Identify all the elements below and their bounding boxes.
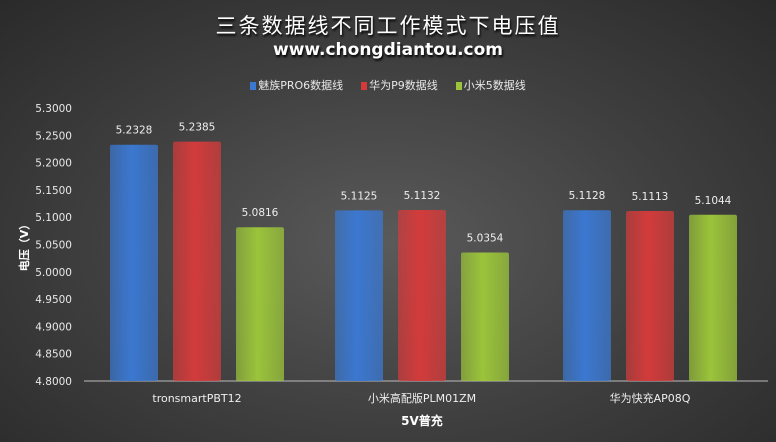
legend-item: 魅族PRO6数据线 <box>250 79 343 92</box>
x-tick-label: 华为快充AP08Q <box>610 391 691 405</box>
bar <box>335 210 383 381</box>
x-axis-title: 5V普充 <box>401 413 443 428</box>
y-tick-label: 5.2000 <box>35 158 72 170</box>
bar <box>626 211 674 381</box>
y-tick-label: 5.0000 <box>35 267 72 279</box>
legend-label: 华为P9数据线 <box>369 79 438 92</box>
data-label: 5.1125 <box>341 190 378 202</box>
bar <box>398 209 446 381</box>
y-tick-label: 5.1500 <box>35 185 72 197</box>
y-axis-title: 电压（V） <box>17 219 31 272</box>
data-label: 5.1113 <box>632 191 669 203</box>
chart-subtitle: www.chongdiantou.com <box>272 40 504 60</box>
legend-item: 华为P9数据线 <box>361 79 438 92</box>
bar <box>461 252 509 381</box>
bar <box>236 227 284 381</box>
data-label: 5.2385 <box>179 122 216 134</box>
y-tick-label: 4.9500 <box>35 294 72 306</box>
bar <box>110 144 158 381</box>
y-tick-label: 4.8500 <box>35 349 72 361</box>
y-tick-label: 5.0500 <box>35 240 72 252</box>
legend-label: 小米5数据线 <box>463 79 526 92</box>
bar <box>563 210 611 381</box>
chart-title: 三条数据线不同工作模式下电压值 <box>215 14 561 38</box>
legend-swatch <box>455 82 462 90</box>
data-label: 5.1044 <box>695 195 732 207</box>
x-tick-label: tronsmartPBT12 <box>152 392 241 405</box>
legend-item: 小米5数据线 <box>455 79 526 92</box>
data-label: 5.0816 <box>242 207 279 219</box>
data-label: 5.2328 <box>116 125 153 137</box>
legend-swatch <box>361 82 368 90</box>
y-tick-label: 5.1000 <box>35 212 72 224</box>
data-label: 5.1132 <box>404 190 441 202</box>
y-tick-label: 4.8000 <box>35 376 72 388</box>
data-label: 5.0354 <box>467 232 504 244</box>
legend: 魅族PRO6数据线 华为P9数据线 小米5数据线 <box>0 77 776 93</box>
bar <box>173 141 221 381</box>
data-label: 5.1128 <box>569 190 606 202</box>
legend-label: 魅族PRO6数据线 <box>258 79 344 92</box>
y-tick-label: 5.2500 <box>35 130 72 142</box>
legend-swatch <box>250 82 257 90</box>
bar <box>689 214 737 381</box>
y-tick-label: 5.3000 <box>35 103 72 115</box>
y-tick-label: 4.9000 <box>35 321 72 333</box>
x-tick-label: 小米高配版PLM01ZM <box>368 391 476 405</box>
